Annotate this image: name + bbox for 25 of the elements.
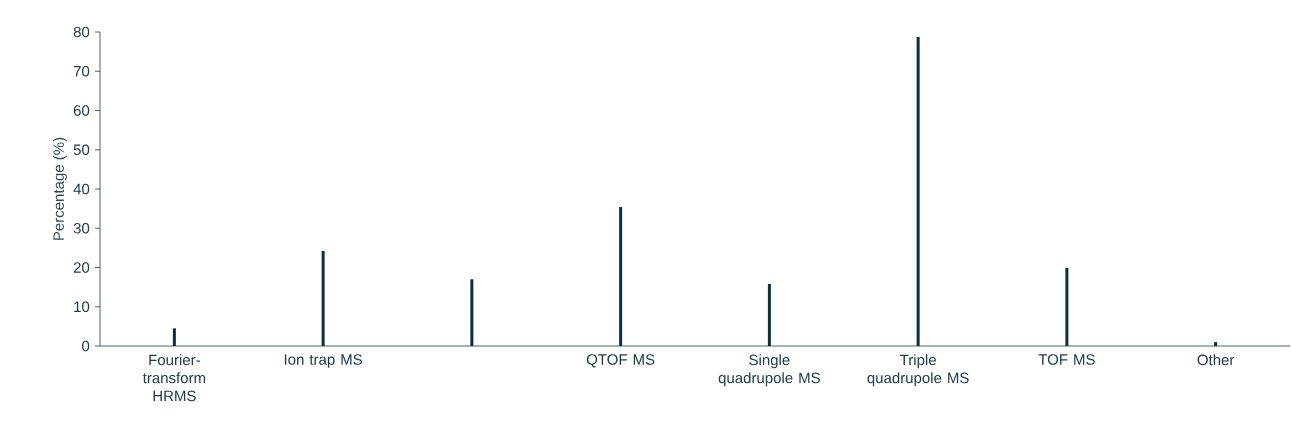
y-tick-label: 10 (74, 301, 90, 313)
y-tick-label: 0 (82, 340, 90, 352)
x-tick-label: Triple quadrupole MS (867, 354, 969, 387)
bar (172, 328, 176, 346)
bar (916, 37, 920, 346)
y-tick-label: 60 (73, 105, 90, 116)
bar (470, 279, 474, 346)
x-tick-label: Other (1197, 354, 1235, 366)
y-tick-label: 70 (73, 65, 90, 77)
x-tick-label: Single quadrupole MS (718, 354, 820, 387)
y-tick-label: 20 (73, 262, 90, 273)
bar (1214, 342, 1218, 346)
y-tick-label: 40 (73, 183, 90, 195)
x-tick-label: Fourier-transform HRMS (142, 354, 206, 402)
x-tick-label: TOF MS (1038, 354, 1095, 365)
y-tick-label: 50 (73, 144, 90, 156)
y-tick-label: 80 (73, 26, 90, 38)
bar (1065, 267, 1069, 346)
x-tick-label: Ion trap MS (284, 354, 363, 368)
bar (321, 251, 325, 346)
y-tick-label: 30 (73, 222, 90, 234)
bar (619, 207, 623, 346)
bar (767, 283, 771, 346)
y-axis-title: Percentage (%) (52, 137, 67, 240)
x-tick-label: QTOF MS (586, 354, 655, 368)
